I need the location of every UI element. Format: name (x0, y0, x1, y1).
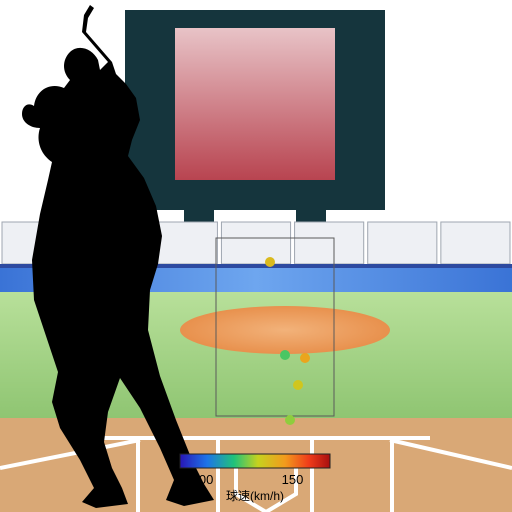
pitchers-mound (180, 306, 390, 354)
pitch-marker (285, 415, 295, 425)
stand-seat (441, 222, 510, 264)
legend-tick: 100 (192, 472, 214, 487)
scoreboard-screen (175, 28, 335, 180)
pitch-location-chart: 100 150 球速(km/h) (0, 0, 512, 512)
pitch-marker (280, 350, 290, 360)
stand-seat (368, 222, 437, 264)
stand-seat (221, 222, 290, 264)
legend-label: 球速(km/h) (226, 489, 284, 503)
speed-legend-bar (180, 454, 330, 468)
pitch-marker (300, 353, 310, 363)
pitch-marker (265, 257, 275, 267)
legend-tick: 150 (282, 472, 304, 487)
stand-seat (295, 222, 364, 264)
pitch-marker (293, 380, 303, 390)
